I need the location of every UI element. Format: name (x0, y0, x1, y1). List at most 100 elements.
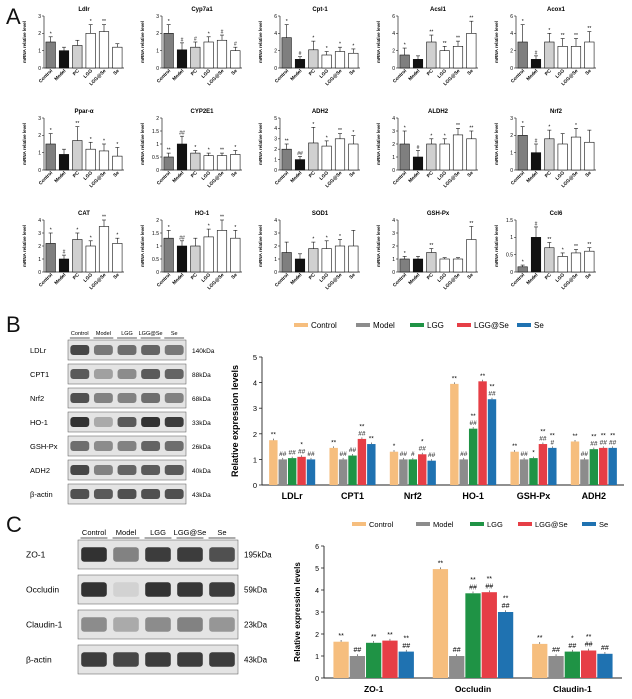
blot-band (145, 547, 171, 562)
bar-se (348, 143, 359, 171)
bar-claudin-1-lgg-se (580, 650, 597, 678)
y-axis-label: mRNA relative level (494, 123, 499, 165)
x-tick-label: LGG (200, 272, 212, 284)
bar-nrf2-lgg (408, 459, 418, 485)
bar-pc (544, 247, 555, 273)
bar-pc (308, 49, 319, 69)
y-tick-label: 0 (392, 66, 395, 72)
legend-entry: Control (311, 321, 337, 330)
y-tick-label: 2 (253, 430, 257, 439)
blot-band (141, 441, 161, 451)
bar-lgg-se (570, 46, 582, 69)
bar-lgg (85, 33, 96, 69)
y-tick-label: 4 (38, 218, 41, 224)
bar-adh2-control (570, 441, 580, 485)
y-axis-label: mRNA relative level (376, 225, 381, 267)
bar-model (530, 59, 542, 69)
bar-lgg-se (98, 226, 110, 273)
significance-mark: * (90, 235, 92, 241)
blot-band (70, 489, 90, 499)
x-tick-label: PC (190, 68, 199, 77)
y-tick-label: 5 (274, 116, 277, 122)
x-tick-label: Se (112, 68, 121, 77)
blot-size-label: 43kDa (244, 656, 268, 665)
y-tick-label: 2 (315, 632, 319, 639)
blot-lane-label: Se (217, 528, 226, 537)
significance-mark: ** (371, 634, 377, 641)
y-tick-label: 3 (392, 231, 395, 237)
x-tick-label: Se (584, 170, 593, 179)
panel-letter-c: C (6, 512, 22, 537)
y-tick-label: 2 (38, 31, 41, 37)
significance-mark: * (312, 122, 314, 128)
bar-se (230, 154, 241, 171)
significance-mark: ## (179, 235, 185, 241)
blot-band (145, 582, 171, 597)
significance-mark: ** (102, 215, 106, 221)
x-tick-label: PC (72, 68, 81, 77)
bar-gsh-px-lgg-se (538, 444, 548, 485)
bar-control (45, 243, 56, 273)
y-tick-label: 2 (392, 48, 395, 54)
x-tick-label: Model (171, 68, 185, 82)
significance-mark: # (417, 145, 420, 151)
x-tick-label: Model (53, 68, 67, 82)
bar-model (412, 59, 424, 69)
y-tick-label: 1 (253, 455, 257, 464)
significance-mark: ## (600, 439, 608, 446)
bar-se (584, 141, 595, 171)
bar-pc (308, 142, 319, 171)
bar-control (281, 148, 292, 171)
panel-letter-a: A (6, 4, 21, 29)
bar-lgg-se (216, 39, 228, 69)
y-tick-label: 2 (274, 244, 277, 250)
y-tick-label: 0.5 (152, 155, 159, 161)
x-tick-label: LGG (200, 170, 212, 182)
blot-band (164, 441, 184, 451)
blot-size-label: 33kDa (192, 420, 211, 427)
blot-lane-label: LGG@Se (139, 331, 163, 337)
x-tick-label: Nrf2 (404, 491, 422, 501)
significance-mark: * (234, 225, 236, 231)
x-tick-label: PC (544, 272, 553, 281)
blot-size-label: 195kDa (244, 551, 272, 560)
significance-mark: # (221, 30, 224, 36)
y-tick-label: 0 (253, 481, 257, 490)
blot-band (93, 393, 113, 403)
x-tick-label: HO-1 (462, 491, 484, 501)
subplot-title: Ccl6 (550, 211, 563, 217)
bar-ldlr-lgg-se (297, 456, 306, 485)
y-tick-label: 3 (156, 14, 159, 20)
significance-mark: ## (539, 436, 547, 443)
significance-mark: ** (220, 148, 224, 154)
x-tick-label: PC (308, 68, 317, 77)
blot-size-label: 23kDa (244, 621, 268, 630)
blot-band (209, 547, 235, 562)
blot-band (81, 652, 107, 667)
y-axis-label: mRNA relative level (22, 21, 27, 63)
bar-zo-1-control (333, 641, 349, 678)
blot-band (164, 417, 184, 427)
y-axis-label: mRNA relative level (140, 225, 145, 267)
y-tick-label: 4 (392, 218, 395, 224)
x-tick-label: LGG (318, 272, 330, 284)
blot-band (81, 547, 107, 562)
blot-size-label: 43kDa (192, 492, 211, 499)
x-tick-label: Occludin (455, 684, 491, 694)
bar-nrf2-model (399, 459, 408, 485)
significance-mark: ## (585, 642, 593, 649)
y-tick-label: 2 (38, 244, 41, 250)
bar-lgg-se (334, 138, 346, 171)
y-tick-label: 6 (274, 14, 277, 20)
bar-lgg-se (98, 150, 110, 171)
significance-mark: * (339, 42, 341, 48)
bar-adh2-lgg-se (599, 447, 608, 485)
y-tick-label: 1 (392, 155, 395, 161)
bar-ho-1-se (487, 399, 497, 485)
bar-model (58, 258, 70, 273)
blot-protein-label: Nrf2 (30, 394, 44, 403)
